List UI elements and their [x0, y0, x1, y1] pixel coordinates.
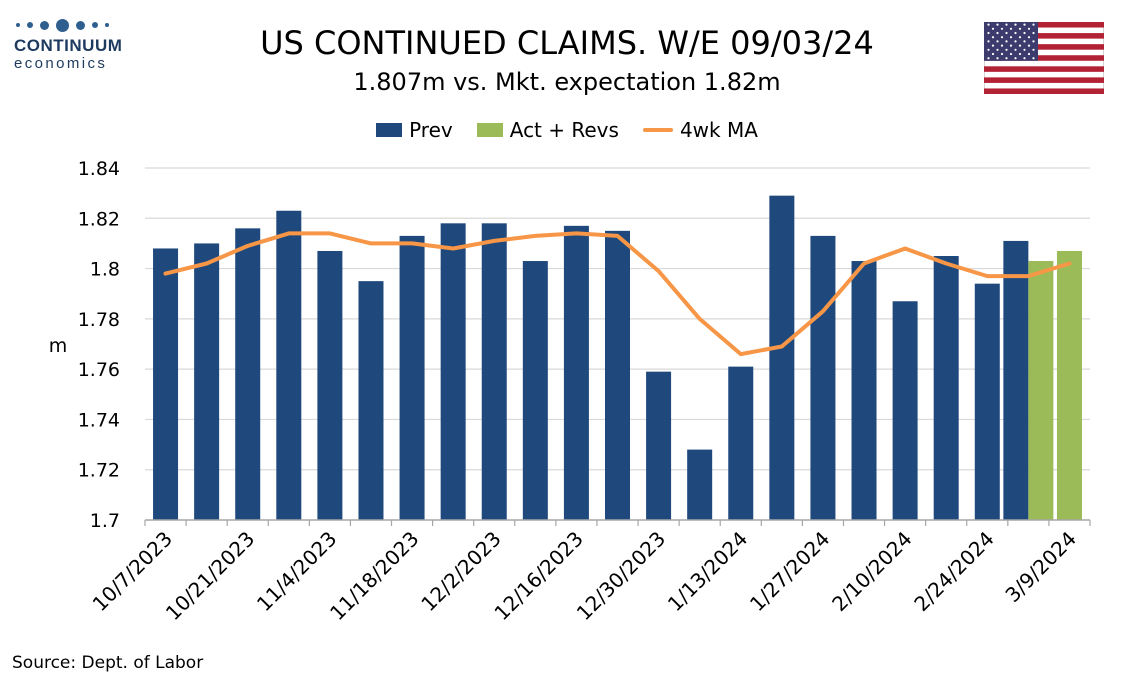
bar-prev: [728, 366, 754, 520]
legend-swatch-act: [476, 123, 503, 137]
bar-prev: [563, 225, 589, 521]
y-tick-label: 1.82: [78, 208, 120, 230]
bar-prev: [235, 228, 261, 521]
bar-prev: [194, 243, 220, 520]
bar-prev: [481, 223, 507, 521]
bar-prev: [399, 235, 425, 520]
legend-swatch-ma: [642, 128, 673, 132]
x-tick-label: 1/13/2024: [663, 527, 752, 616]
bar-prev: [687, 449, 713, 520]
bar-act-revs: [1056, 250, 1082, 520]
bar-prev: [317, 250, 343, 520]
x-tick-label: 11/18/2023: [325, 527, 423, 625]
x-tick-label: 12/30/2023: [572, 527, 670, 625]
x-tick-label: 10/21/2023: [161, 527, 259, 625]
chart-subtitle: 1.807m vs. Mkt. expectation 1.82m: [353, 68, 781, 96]
bar-prev: [769, 195, 795, 520]
logo-subtitle: economics: [14, 55, 108, 72]
y-tick-label: 1.78: [78, 309, 120, 331]
legend-swatch-prev: [376, 123, 403, 137]
y-tick-label: 1.74: [78, 409, 120, 431]
legend-label-ma: 4wk MA: [679, 118, 758, 142]
bar-prev: [605, 230, 630, 520]
bar-act-revs: [1028, 261, 1054, 520]
x-tick-label: 2/24/2024: [909, 527, 998, 616]
legend-label-prev: Prev: [409, 118, 453, 142]
x-tick-label: 2/10/2024: [827, 527, 916, 616]
legend-item-prev: Prev: [376, 118, 453, 142]
logo-dots-icon: [16, 14, 139, 36]
bar-prev: [440, 223, 466, 521]
chart-legend: Prev Act + Revs 4wk MA: [0, 118, 1134, 142]
x-tick-label: 10/7/2023: [88, 527, 177, 616]
x-tick-label: 3/9/2024: [1001, 527, 1081, 607]
bar-prev: [1003, 240, 1029, 520]
x-tick-label: 11/4/2023: [252, 527, 341, 616]
x-tick-label: 12/2/2023: [416, 527, 505, 616]
legend-item-act: Act + Revs: [476, 118, 619, 142]
y-tick-label: 1.76: [78, 359, 120, 381]
bar-prev: [153, 248, 179, 520]
y-tick-label: 1.72: [78, 460, 120, 482]
source-note: Source: Dept. of Labor: [12, 653, 204, 673]
x-tick-label: 1/27/2024: [745, 527, 834, 616]
y-axis-label: m: [49, 335, 68, 357]
bar-prev: [276, 210, 302, 520]
bar-prev: [646, 371, 672, 520]
continuum-logo: CONTINUUM economics: [14, 14, 139, 72]
y-tick-label: 1.7: [90, 510, 120, 532]
logo-name: CONTINUUM: [14, 36, 123, 55]
y-tick-label: 1.84: [78, 158, 120, 180]
us-flag-icon: [984, 22, 1104, 94]
bar-prev: [851, 261, 877, 520]
legend-label-act: Act + Revs: [509, 118, 619, 142]
legend-item-ma: 4wk MA: [642, 118, 758, 142]
line-4wk-ma: [163, 231, 1072, 357]
y-tick-label: 1.8: [90, 259, 120, 281]
bar-prev: [810, 235, 836, 520]
bar-prev: [892, 301, 918, 520]
bar-prev: [358, 281, 384, 520]
bar-prev: [933, 256, 959, 520]
bar-prev: [522, 261, 548, 520]
chart-title: US CONTINUED CLAIMS. W/E 09/03/24: [260, 24, 874, 62]
bar-prev: [974, 283, 1000, 520]
